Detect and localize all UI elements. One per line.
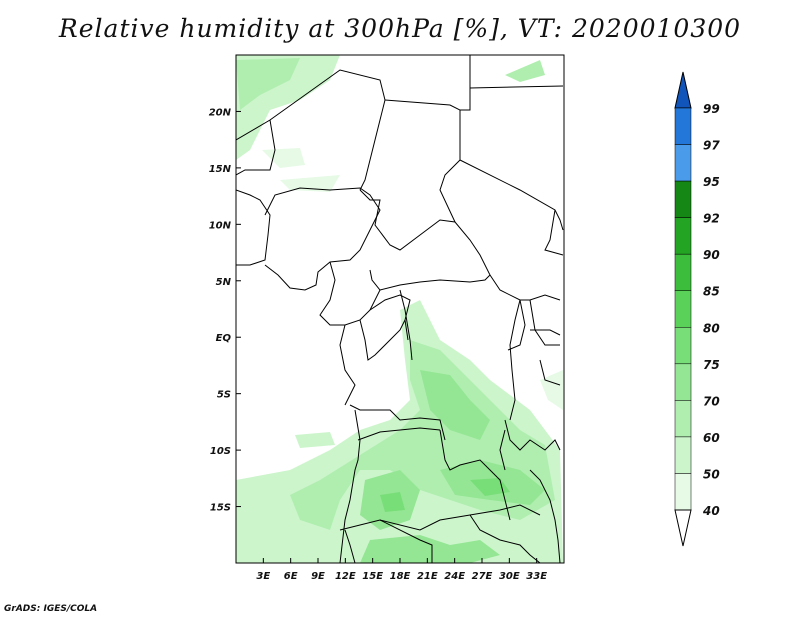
colorbar-label: 99 (703, 102, 720, 116)
x-tick-label: 21E (417, 571, 438, 582)
colorbar-label: 75 (703, 358, 720, 372)
colorbar-box (674, 473, 692, 511)
colorbar: 40 50 60 70 75 80 85 90 92 95 97 99 (674, 71, 720, 547)
longitude-axis: 3E 6E 9E 12E 15E 18E 21E 24E 27E 30E 33E (256, 558, 547, 582)
colorbar-max-triangle (674, 71, 692, 109)
colorbar-box (674, 180, 692, 218)
country-borders (236, 55, 564, 563)
colorbar-label: 85 (703, 285, 720, 299)
colorbar-label: 70 (703, 394, 720, 408)
y-tick-label: 10S (210, 446, 231, 457)
colorbar-min-triangle (674, 509, 692, 547)
colorbar-box (674, 107, 692, 145)
colorbar-box (674, 327, 692, 365)
x-tick-label: 12E (335, 571, 356, 582)
grads-credit: GrADS: IGES/COLA (4, 604, 98, 614)
x-tick-label: 15E (362, 571, 383, 582)
colorbar-box (674, 253, 692, 291)
y-tick-label: 20N (209, 107, 232, 118)
colorbar-label: 95 (703, 175, 720, 189)
y-tick-label: 15S (210, 503, 231, 514)
y-tick-label: 15N (209, 164, 232, 175)
colorbar-label: 50 (703, 467, 720, 481)
humidity-shading (236, 55, 563, 563)
colorbar-box (674, 290, 692, 328)
x-tick-label: 30E (499, 571, 520, 582)
x-tick-label: 33E (526, 571, 547, 582)
colorbar-label: 80 (703, 321, 720, 335)
x-tick-label: 18E (390, 571, 411, 582)
colorbar-box (674, 436, 692, 474)
x-tick-label: 9E (311, 571, 325, 582)
latitude-axis: 20N 15N 10N 5N EQ 5S 10S 15S (209, 107, 241, 514)
y-tick-label: 5N (216, 277, 232, 288)
map-title: Relative humidity at 300hPa [%], VT: 202… (58, 14, 742, 43)
x-tick-label: 3E (256, 571, 270, 582)
x-tick-label: 24E (444, 571, 465, 582)
colorbar-label: 90 (703, 248, 720, 262)
colorbar-label: 60 (703, 431, 720, 445)
colorbar-label: 92 (703, 212, 720, 226)
x-tick-label: 27E (472, 571, 493, 582)
colorbar-box (674, 363, 692, 401)
colorbar-label: 40 (702, 504, 720, 518)
y-tick-label: EQ (216, 333, 232, 344)
colorbar-label: 97 (703, 139, 720, 153)
x-tick-label: 6E (284, 571, 298, 582)
colorbar-box (674, 144, 692, 182)
y-tick-label: 5S (217, 390, 231, 401)
colorbar-box (674, 400, 692, 438)
colorbar-box (674, 217, 692, 255)
y-tick-label: 10N (209, 220, 232, 231)
